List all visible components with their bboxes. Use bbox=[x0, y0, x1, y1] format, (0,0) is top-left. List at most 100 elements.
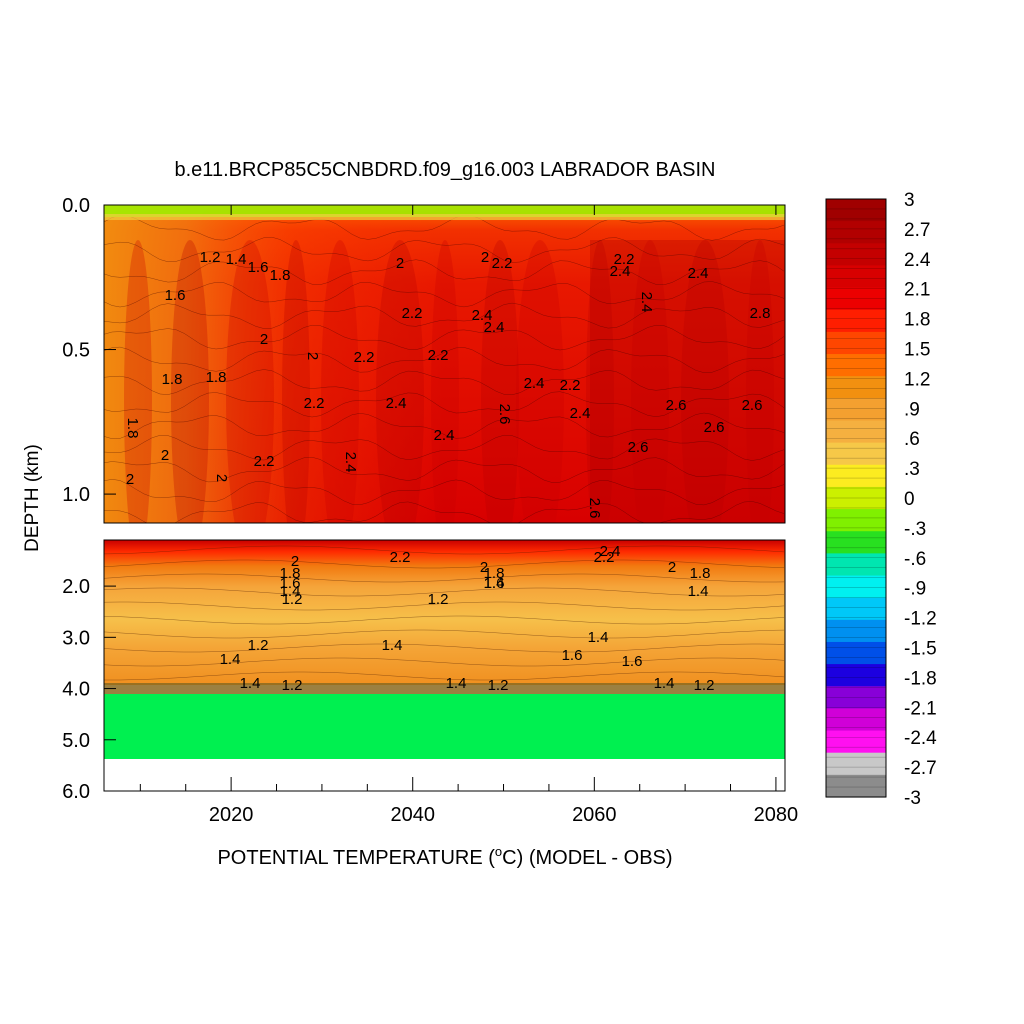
contour-label: 2.2 bbox=[614, 251, 635, 268]
colorbar-label: .9 bbox=[904, 399, 920, 420]
colorbar-frame bbox=[825, 198, 887, 798]
colorbar-swatch bbox=[826, 774, 886, 798]
contour-label: 2.2 bbox=[402, 305, 423, 322]
colorbar-swatch bbox=[826, 619, 886, 643]
colorbar-swatch bbox=[826, 354, 886, 377]
warm-streak bbox=[431, 240, 459, 523]
contour-label: 2.6 bbox=[704, 419, 725, 436]
contour-label: 1.8 bbox=[162, 371, 183, 388]
colorbar-label: 3 bbox=[904, 190, 915, 211]
contour-label: 2 bbox=[213, 474, 230, 482]
colorbar-swatch bbox=[826, 331, 886, 355]
contour-label: 2.6 bbox=[742, 397, 763, 414]
contour-line bbox=[104, 324, 785, 351]
colorbar-swatch bbox=[826, 221, 886, 244]
x-tick-label: 2040 bbox=[390, 804, 435, 826]
contour-line bbox=[104, 657, 785, 667]
contour-label: 2 bbox=[481, 249, 489, 266]
warm-streak bbox=[681, 240, 729, 523]
contour-label: 2 bbox=[291, 553, 299, 570]
contour-label: 1.6 bbox=[248, 259, 269, 276]
contour-line bbox=[104, 434, 785, 461]
x-tick-label: 2080 bbox=[754, 804, 799, 826]
contour-label: 2.2 bbox=[304, 395, 325, 412]
dense-contour-band bbox=[104, 683, 785, 694]
colorbar-swatch bbox=[826, 686, 886, 710]
colorbar-swatch bbox=[826, 287, 886, 311]
contour-label: 1.2 bbox=[282, 677, 303, 694]
colorbar-label: 1.8 bbox=[904, 310, 930, 331]
contour-label: 2.6 bbox=[496, 404, 513, 425]
y-tick-label: 4.0 bbox=[62, 679, 90, 701]
contour-line bbox=[104, 369, 785, 396]
contour-label: 2.4 bbox=[610, 263, 631, 280]
contour-label: 1.4 bbox=[220, 651, 241, 668]
contour-label: 2 bbox=[480, 559, 488, 576]
colorbar-label: -3 bbox=[904, 788, 921, 809]
contour-label: 2.8 bbox=[750, 305, 771, 322]
contour-label: 1.6 bbox=[165, 287, 186, 304]
contour-line bbox=[104, 501, 785, 523]
colorbar-swatch bbox=[826, 708, 886, 732]
contour-label: 1.6 bbox=[484, 575, 505, 592]
lower-panel-frame bbox=[103, 539, 786, 792]
colorbar-label: -1.5 bbox=[904, 639, 937, 660]
contour-line bbox=[104, 643, 785, 653]
contour-line bbox=[104, 615, 785, 625]
y-tick-label: 5.0 bbox=[62, 730, 90, 752]
lower-contour-labels: 2 2.2 2.22 21.8 1.8 1.81.6 1.61.4 1.4 1.41.2 1.21… bbox=[220, 543, 715, 694]
contour-label: 1.2 bbox=[248, 637, 269, 654]
warm-streak bbox=[516, 240, 564, 523]
contour-line bbox=[104, 412, 785, 439]
y-tick-label: 1.0 bbox=[62, 484, 90, 506]
colorbar-label: .3 bbox=[904, 459, 920, 480]
contour-label: 1.2 bbox=[428, 591, 449, 608]
contour-line bbox=[104, 587, 785, 597]
contour-label: 2.2 bbox=[428, 347, 449, 364]
below-seafloor-blank bbox=[104, 759, 785, 791]
y-tick-label: 3.0 bbox=[62, 627, 90, 649]
colorbar-label: 0 bbox=[904, 489, 915, 510]
colorbar-swatch bbox=[826, 597, 886, 621]
colorbar-swatch bbox=[826, 641, 886, 665]
colorbar-label: 2.7 bbox=[904, 220, 930, 241]
colorbar: 3 2.7 2.4 2.1 1.8 1.5 1.2 .9 .6 .3 0 -.3 -.6 -.9 -1.2 -… bbox=[825, 190, 937, 809]
warm-streak bbox=[171, 240, 209, 523]
colorbar-label: -1.8 bbox=[904, 668, 937, 689]
warm-streak bbox=[746, 240, 774, 523]
colorbar-swatch bbox=[826, 464, 886, 488]
x-tick-label: 2020 bbox=[209, 804, 254, 826]
lower-panel-fill bbox=[104, 540, 785, 685]
contour-label: 2.2 bbox=[354, 349, 375, 366]
contour-line bbox=[104, 214, 785, 241]
contour-label: 2.4 bbox=[434, 427, 455, 444]
contour-label: 2.4 bbox=[688, 265, 709, 282]
contour-line bbox=[104, 601, 785, 611]
y-tick-label: 0.5 bbox=[62, 340, 90, 362]
colorbar-label: -.3 bbox=[904, 519, 926, 540]
contour-line bbox=[104, 259, 785, 286]
warm-streak bbox=[124, 240, 152, 523]
contour-label: 1.4 bbox=[688, 583, 709, 600]
contour-label: 1.4 bbox=[226, 251, 247, 268]
contour-label: 1.2 bbox=[200, 249, 221, 266]
warm-streak bbox=[586, 240, 614, 523]
y-tick-label: 0.0 bbox=[62, 195, 90, 217]
contour-line bbox=[104, 391, 785, 418]
upper-panel-streaks bbox=[124, 240, 785, 523]
contour-label: 2 bbox=[161, 447, 169, 464]
contour-line bbox=[104, 671, 785, 681]
colorbar-label: -2.4 bbox=[904, 728, 937, 749]
colorbar-swatch bbox=[826, 553, 886, 577]
surface-band-lower bbox=[104, 214, 785, 220]
x-axis-label: POTENTIAL TEMPERATURE (oC) (MODEL - OBS) bbox=[217, 844, 672, 869]
warm-region bbox=[590, 240, 785, 523]
colorbar-swatch bbox=[826, 730, 886, 754]
colorbar-swatch bbox=[826, 243, 886, 267]
contour-label: 1.4 bbox=[280, 583, 301, 600]
contour-line bbox=[104, 236, 785, 263]
contour-label: 1.4 bbox=[382, 637, 403, 654]
contour-label: 2 bbox=[668, 559, 676, 576]
